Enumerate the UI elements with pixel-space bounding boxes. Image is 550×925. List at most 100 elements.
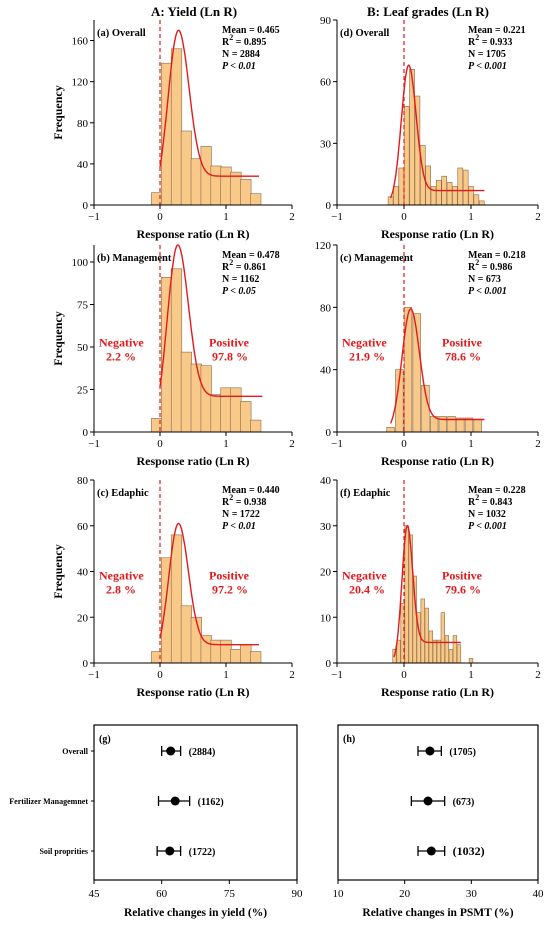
stat-line: N = 2884 — [222, 49, 260, 60]
stat-line: Mean = 0.440 — [222, 485, 280, 496]
stat-line: Mean = 0.218 — [468, 250, 526, 261]
x-tick-label: 45 — [89, 888, 101, 900]
histogram-bar — [190, 158, 202, 206]
stat-r: R — [222, 262, 230, 273]
histogram-bar — [250, 419, 262, 433]
histogram-bar — [220, 166, 232, 206]
x-tick-label: 2 — [535, 438, 541, 450]
stat-line: P < 0.001 — [468, 286, 507, 297]
x-tick-label: 2 — [535, 211, 541, 223]
histogram-bar — [250, 193, 262, 206]
x-axis-label: Response ratio (Ln R) — [381, 454, 494, 468]
stat-line: Mean = 0.228 — [468, 485, 526, 496]
histogram-bar — [220, 387, 232, 433]
histogram-bar — [452, 186, 458, 206]
histogram-bar — [400, 603, 405, 664]
histogram-bar — [161, 62, 173, 206]
negative-label: Negative — [342, 336, 387, 350]
category-label: Fertilizer Managemnet — [9, 797, 88, 806]
sample-size-label: (1705) — [449, 747, 476, 758]
stat-line: P < 0.001 — [468, 61, 507, 72]
y-tick-label: 40 — [320, 365, 332, 377]
stat-rest: = 0.861 — [233, 262, 266, 273]
forest-panel: 10 20 30 40 Relative changes in PSMT (%) (h) (… — [333, 724, 545, 919]
x-tick-label: 40 — [533, 888, 545, 900]
histogram-bar — [457, 167, 464, 206]
y-axis-label: Frequency — [51, 85, 65, 139]
x-axis-label: Relative changes in yield (%) — [124, 907, 267, 919]
x-tick-label: 2 — [289, 211, 295, 223]
x-tick-label: 75 — [224, 888, 236, 900]
negative-label: Negative — [99, 569, 144, 583]
stat-line: Mean = 0.478 — [222, 250, 280, 261]
histogram-bar — [161, 557, 173, 664]
histogram-bar — [436, 180, 442, 206]
x-tick-label: 20 — [399, 888, 411, 900]
histogram-bar — [456, 644, 462, 664]
negative-percent: 2.8 % — [106, 583, 136, 597]
histogram-bar — [398, 167, 405, 206]
histogram-bar — [386, 427, 395, 433]
mean-point — [423, 796, 433, 806]
x-tick-label: 1 — [223, 669, 229, 681]
x-tick-label: 2 — [289, 438, 295, 450]
histogram-bar — [468, 658, 474, 664]
x-tick-label: 0 — [157, 211, 163, 223]
y-tick-label: 40 — [320, 475, 332, 487]
y-axis-label: Frequency — [51, 544, 65, 598]
positive-label: Positive — [442, 569, 483, 583]
stat-line: P < 0.001 — [468, 521, 507, 532]
histogram-bar — [170, 48, 183, 206]
stat-r: R — [222, 37, 230, 48]
histogram-bar — [420, 598, 425, 664]
stat-line: Mean = 0.465 — [222, 25, 280, 36]
histogram-bar — [440, 612, 446, 664]
y-tick-label: 60 — [320, 77, 332, 89]
x-tick-label: 1 — [468, 438, 474, 450]
panel-label: (g) — [99, 734, 111, 745]
positive-percent: 78.6 % — [445, 350, 481, 364]
x-axis-label: Relative changes in PSMT (%) — [362, 907, 513, 919]
y-tick-label: 10 — [320, 612, 332, 624]
panel-label: (c) Edaphic — [97, 488, 149, 499]
panel-label: (h) — [343, 734, 355, 745]
negative-percent: 2.2 % — [106, 350, 136, 364]
stat-line: P < 0.01 — [222, 61, 256, 72]
fit-curve — [389, 64, 485, 199]
y-tick-label: 75 — [77, 300, 89, 312]
y-tick-label: 80 — [77, 475, 89, 487]
stat-r: R — [468, 497, 476, 508]
x-tick-label: 30 — [466, 888, 478, 900]
y-tick-label: 30 — [320, 138, 332, 150]
x-tick-label: −1 — [88, 211, 100, 223]
y-tick-label: 60 — [77, 521, 89, 533]
stat-r: R — [468, 262, 476, 273]
x-tick-label: 2 — [289, 669, 295, 681]
histogram-bar — [436, 639, 441, 664]
x-axis-label: Response ratio (Ln R) — [137, 685, 250, 699]
y-tick-label: 0 — [326, 200, 332, 212]
x-tick-label: 10 — [333, 888, 345, 900]
panel-label: (c) Management — [340, 253, 414, 264]
positive-label: Positive — [442, 336, 483, 350]
positive-percent: 97.2 % — [212, 583, 248, 597]
histogram-bar — [220, 639, 232, 664]
x-axis-label: Response ratio (Ln R) — [381, 227, 494, 241]
x-axis-label: Response ratio (Ln R) — [137, 454, 250, 468]
histogram-bar — [452, 635, 458, 664]
x-tick-label: −1 — [88, 669, 100, 681]
histogram-bar — [473, 419, 482, 433]
y-tick-label: 0 — [326, 658, 332, 670]
sample-size-label: (2884) — [189, 747, 216, 758]
negative-label: Negative — [342, 569, 387, 583]
histogram-bar — [428, 630, 433, 664]
stat-sup: 2 — [475, 33, 479, 42]
stat-rest: = 0.986 — [479, 262, 512, 273]
x-tick-label: 0 — [401, 669, 407, 681]
histogram-bar — [170, 268, 183, 433]
panel-label: (f) Edaphic — [340, 488, 391, 499]
negative-percent: 21.9 % — [349, 350, 385, 364]
header-left: A: Yield (Ln R) — [151, 4, 237, 19]
